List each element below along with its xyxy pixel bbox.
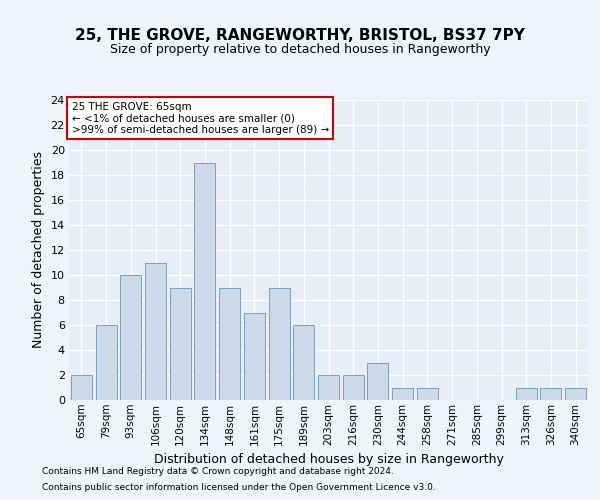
Bar: [170, 288, 191, 400]
Bar: [244, 312, 265, 400]
Bar: [269, 288, 290, 400]
Bar: [219, 288, 240, 400]
Text: 25, THE GROVE, RANGEWORTHY, BRISTOL, BS37 7PY: 25, THE GROVE, RANGEWORTHY, BRISTOL, BS3…: [75, 28, 525, 42]
Bar: [541, 388, 562, 400]
Bar: [293, 325, 314, 400]
Bar: [120, 275, 141, 400]
Text: 25 THE GROVE: 65sqm
← <1% of detached houses are smaller (0)
>99% of semi-detach: 25 THE GROVE: 65sqm ← <1% of detached ho…: [71, 102, 329, 134]
Text: Size of property relative to detached houses in Rangeworthy: Size of property relative to detached ho…: [110, 42, 490, 56]
Y-axis label: Number of detached properties: Number of detached properties: [32, 152, 45, 348]
Bar: [318, 375, 339, 400]
X-axis label: Distribution of detached houses by size in Rangeworthy: Distribution of detached houses by size …: [154, 453, 503, 466]
Bar: [343, 375, 364, 400]
Text: Contains HM Land Registry data © Crown copyright and database right 2024.: Contains HM Land Registry data © Crown c…: [42, 467, 394, 476]
Text: Contains public sector information licensed under the Open Government Licence v3: Contains public sector information licen…: [42, 484, 436, 492]
Bar: [565, 388, 586, 400]
Bar: [194, 162, 215, 400]
Bar: [516, 388, 537, 400]
Bar: [95, 325, 116, 400]
Bar: [145, 262, 166, 400]
Bar: [367, 362, 388, 400]
Bar: [392, 388, 413, 400]
Bar: [71, 375, 92, 400]
Bar: [417, 388, 438, 400]
